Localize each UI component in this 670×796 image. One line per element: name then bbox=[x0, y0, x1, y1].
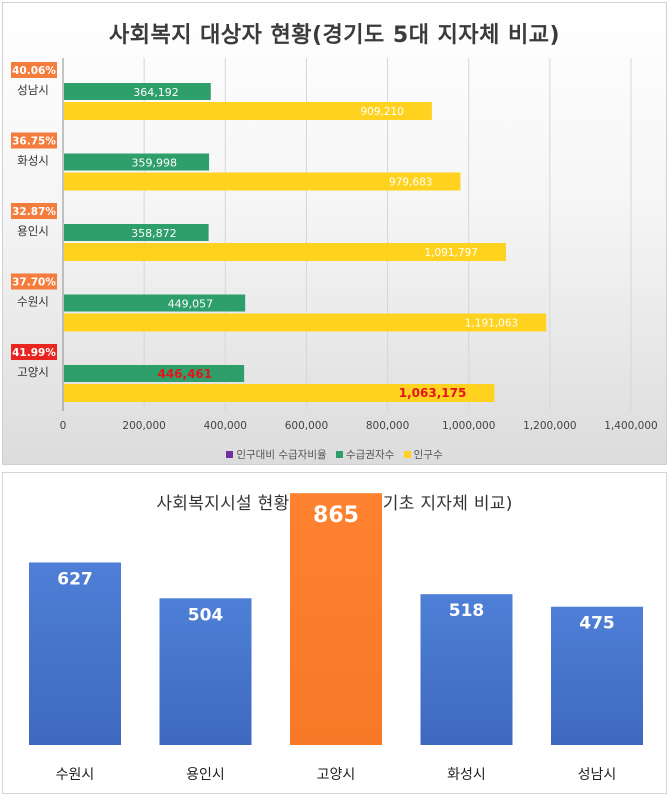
bar-value-label: 475 bbox=[579, 614, 615, 634]
bar-population bbox=[64, 243, 506, 261]
ratio-badge bbox=[11, 132, 57, 149]
bar-value-label: 518 bbox=[449, 601, 485, 621]
category-label: 수원시 bbox=[56, 767, 95, 783]
bar-recipients bbox=[64, 83, 211, 100]
bar-label-recipients: 449,057 bbox=[168, 298, 214, 311]
ratio-badge bbox=[11, 62, 57, 78]
population-chart-plot: 0 200,000 400,000 600,000 800,000 1,000,000 1,… bbox=[11, 58, 658, 432]
ratio-label: 32.87% bbox=[12, 206, 56, 218]
bar-value-label: 865 bbox=[313, 503, 359, 528]
legend-label-population: 인구수 bbox=[413, 449, 443, 461]
category-label: 수원시 bbox=[17, 295, 49, 309]
bar-label-population: 979,683 bbox=[389, 177, 432, 189]
bar-value-label: 504 bbox=[188, 605, 224, 625]
x-tick-label: 1,400,000 bbox=[604, 420, 657, 432]
legend: 인구대비 수급자비율 수급권자수 인구수 bbox=[3, 447, 666, 462]
ratio-label: 36.75% bbox=[12, 136, 56, 148]
ratio-badge bbox=[11, 203, 57, 219]
ratio-badge bbox=[11, 344, 57, 360]
bar-label-recipients: 359,998 bbox=[132, 157, 178, 170]
bar-population bbox=[64, 313, 547, 332]
x-tick-label: 1,200,000 bbox=[523, 420, 576, 432]
category-label: 성남시 bbox=[17, 83, 49, 97]
chart-title: 사회복지 대상자 현황(경기도 5대 지자체 비교) bbox=[108, 23, 561, 48]
bar-value-label: 627 bbox=[57, 569, 93, 589]
x-tick-label: 0 bbox=[60, 420, 67, 432]
legend-item-population: 인구수 bbox=[403, 447, 443, 462]
x-tick-label: 600,000 bbox=[285, 420, 328, 432]
bar bbox=[551, 606, 643, 745]
x-tick-label: 800,000 bbox=[366, 420, 409, 432]
bar bbox=[29, 562, 121, 745]
x-tick-label: 200,000 bbox=[122, 420, 165, 432]
facilities-chart-plot: 627 수원시 504 용인시 865 고양시 518 화성시 475 성남시 bbox=[29, 493, 643, 783]
legend-item-ratio: 인구대비 수급자비율 bbox=[226, 447, 327, 462]
x-tick-label: 400,000 bbox=[204, 420, 247, 432]
category-label: 화성시 bbox=[447, 767, 486, 783]
bar-recipients bbox=[64, 294, 246, 312]
bar-label-population: 909,210 bbox=[360, 106, 403, 118]
bar-label-population: 1,191,063 bbox=[465, 318, 518, 330]
ratio-label: 40.06% bbox=[12, 65, 56, 77]
category-label: 용인시 bbox=[186, 767, 225, 783]
legend-swatch-recipients bbox=[335, 451, 343, 458]
ratio-badge bbox=[11, 273, 57, 290]
ratio-label: 37.70% bbox=[12, 277, 56, 289]
bar-label-population: 1,063,175 bbox=[399, 386, 467, 400]
category-label: 화성시 bbox=[17, 154, 49, 168]
bar-label-recipients: 446,461 bbox=[157, 367, 212, 381]
category-label: 고양시 bbox=[17, 365, 49, 379]
bar bbox=[159, 598, 252, 745]
bar-population bbox=[64, 384, 495, 402]
ratio-label: 41.99% bbox=[12, 347, 56, 359]
category-label: 용인시 bbox=[17, 224, 49, 238]
x-tick-label: 1,000,000 bbox=[442, 420, 495, 432]
bar bbox=[420, 594, 513, 745]
legend-swatch-population bbox=[403, 451, 411, 458]
bar-label-recipients: 358,872 bbox=[131, 227, 177, 240]
category-label: 고양시 bbox=[317, 767, 356, 783]
bar-label-recipients: 364,192 bbox=[133, 86, 179, 99]
legend-swatch-ratio bbox=[226, 451, 234, 458]
bar-recipients bbox=[64, 153, 210, 171]
legend-label-ratio: 인구대비 수급자비율 bbox=[236, 449, 327, 461]
bar-recipients bbox=[64, 365, 245, 382]
category-label: 성남시 bbox=[578, 767, 617, 783]
facilities-chart: 사회복지시설 현황(경기도 5대 기초 지자체 비교) 627수원시504용인시… bbox=[2, 472, 667, 794]
bar-population bbox=[64, 172, 461, 191]
legend-item-recipients: 수급권자수 bbox=[335, 447, 395, 462]
bar-population bbox=[64, 102, 432, 120]
population-chart: 사회복지 대상자 현황(경기도 5대 지자체 비교) 0 200,000 400,0… bbox=[2, 2, 667, 465]
bar bbox=[290, 493, 382, 745]
legend-label-recipients: 수급권자수 bbox=[345, 449, 395, 461]
bar-label-population: 1,091,797 bbox=[425, 247, 478, 259]
bar-recipients bbox=[64, 224, 209, 241]
